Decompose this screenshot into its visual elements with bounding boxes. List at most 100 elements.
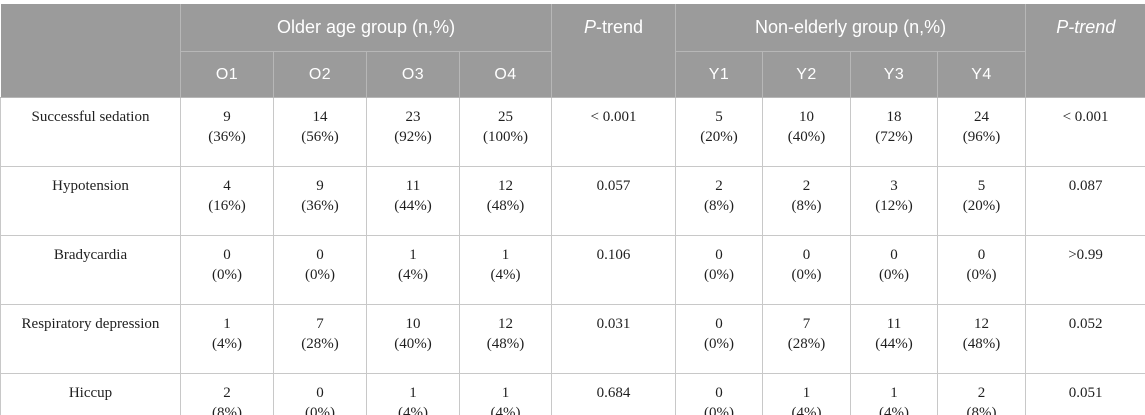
table-cell: 0 (0%)	[937, 235, 1027, 305]
table-row-successful-sedation: Successful sedation 9 (36%) 14 (56%) 23 (92…	[0, 97, 1145, 167]
table-cell: 0 (0%)	[675, 304, 764, 374]
cell-percent: (16%)	[208, 198, 246, 214]
table-cell: 0 (0%)	[675, 373, 764, 415]
table-cell: 25 (100%)	[458, 97, 553, 167]
table-cell: 1 (4%)	[366, 235, 460, 305]
p-trend-p-italic: P	[584, 17, 597, 37]
table-cell: 2 (8%)	[762, 166, 852, 236]
header-older-group: Older age group (n,%)	[179, 4, 553, 52]
cell-percent: (8%)	[212, 405, 242, 415]
cell-percent: (72%)	[875, 129, 913, 145]
cell-percent: (4%)	[791, 405, 822, 415]
cell-count: 9	[316, 178, 324, 194]
cell-percent: (8%)	[704, 198, 735, 214]
cell-percent: (36%)	[208, 129, 246, 145]
cell-percent: (28%)	[787, 336, 826, 352]
cell-percent: (56%)	[301, 129, 339, 145]
row-label: Hypotension	[0, 166, 181, 236]
table-cell: 23 (92%)	[366, 97, 460, 167]
table-cell: 1 (4%)	[458, 373, 553, 415]
header-row-groups: Older age group (n,%) P-trend Non-elderl…	[0, 4, 1145, 98]
cell-count: 0	[316, 247, 324, 263]
cell-percent: (4%)	[212, 336, 242, 352]
table-cell: 0 (0%)	[850, 235, 939, 305]
table-cell: 3 (12%)	[850, 166, 939, 236]
cell-count: 12	[498, 178, 514, 194]
cell-percent: (96%)	[962, 129, 1001, 145]
col-header-y4: Y4	[937, 51, 1027, 98]
cell-count: 5	[977, 178, 986, 194]
cell-count: 0	[715, 385, 723, 401]
table-row-hypotension: Hypotension 4 (16%) 9 (36%) 11 (44%) 12 (48%…	[0, 166, 1145, 236]
cell-count: 7	[802, 316, 811, 332]
cell-percent: (36%)	[301, 198, 339, 214]
cell-percent: (8%)	[791, 198, 822, 214]
table-cell: 10 (40%)	[366, 304, 460, 374]
table-cell: 1 (4%)	[762, 373, 852, 415]
cell-percent: (4%)	[398, 267, 428, 283]
cell-percent: (48%)	[962, 336, 1001, 352]
table-cell: 12 (48%)	[937, 304, 1027, 374]
table-cell: 0 (0%)	[180, 235, 274, 305]
cell-count: 2	[977, 385, 986, 401]
table-cell: 0 (0%)	[273, 235, 367, 305]
cell-percent: (44%)	[875, 336, 913, 352]
table-cell: 2 (8%)	[180, 373, 274, 415]
cell-percent: (28%)	[301, 336, 339, 352]
header-non-elderly-group: Non-elderly group (n,%)	[675, 4, 1027, 52]
table-row-bradycardia: Bradycardia 0 (0%) 0 (0%) 1 (4%) 1 (4%) 0.10…	[0, 235, 1145, 305]
p-trend-value: >0.99	[1025, 235, 1145, 305]
p-trend-value: 0.106	[551, 235, 677, 305]
cell-count: 0	[316, 385, 324, 401]
adverse-events-table: Older age group (n,%) P-trend Non-elderl…	[0, 4, 1145, 415]
table-cell: 0 (0%)	[273, 373, 367, 415]
cell-count: 1	[501, 385, 510, 401]
cell-percent: (4%)	[490, 405, 521, 415]
cell-count: 7	[316, 316, 324, 332]
table-body: Successful sedation 9 (36%) 14 (56%) 23 (92…	[0, 97, 1145, 415]
cell-percent: (40%)	[787, 129, 826, 145]
row-label: Successful sedation	[0, 97, 181, 167]
cell-percent: (0%)	[966, 267, 997, 283]
cell-count: 11	[886, 316, 902, 332]
col-header-y3: Y3	[850, 51, 939, 98]
p-trend-value: 0.031	[551, 304, 677, 374]
cell-percent: (48%)	[486, 336, 525, 352]
cell-count: 9	[223, 109, 231, 125]
cell-percent: (0%)	[704, 336, 735, 352]
cell-count: 0	[802, 247, 811, 263]
cell-percent: (0%)	[791, 267, 822, 283]
cell-count: 5	[715, 109, 723, 125]
cell-count: 12	[498, 316, 514, 332]
cell-percent: (4%)	[490, 267, 521, 283]
cell-percent: (0%)	[212, 267, 242, 283]
paper-table-figure: Older age group (n,%) P-trend Non-elderl…	[0, 4, 1145, 415]
cell-count: 1	[223, 316, 231, 332]
p-trend-value: < 0.001	[551, 97, 677, 167]
row-label: Bradycardia	[0, 235, 181, 305]
cell-count: 1	[802, 385, 811, 401]
cell-count: 0	[977, 247, 986, 263]
row-label: Hiccup	[0, 373, 181, 415]
p-trend-rest: -trend	[596, 17, 644, 37]
table-cell: 14 (56%)	[273, 97, 367, 167]
table-cell: 4 (16%)	[180, 166, 274, 236]
table-cell: 0 (0%)	[762, 235, 852, 305]
header-p-trend-young: P-trend	[1025, 4, 1145, 98]
p-trend-value: 0.052	[1025, 304, 1145, 374]
cell-count: 25	[498, 109, 514, 125]
cell-count: 1	[409, 385, 417, 401]
cell-count: 1	[409, 247, 417, 263]
cell-count: 18	[886, 109, 902, 125]
cell-percent: (0%)	[305, 267, 335, 283]
cell-count: 10	[799, 109, 815, 125]
cell-count: 0	[715, 247, 723, 263]
cell-count: 1	[501, 247, 510, 263]
table-cell: 9 (36%)	[180, 97, 274, 167]
table-cell: 9 (36%)	[273, 166, 367, 236]
cell-count: 0	[890, 247, 898, 263]
cell-count: 12	[974, 316, 990, 332]
cell-count: 2	[802, 178, 811, 194]
cell-count: 2	[715, 178, 723, 194]
p-trend-value: 0.684	[551, 373, 677, 415]
